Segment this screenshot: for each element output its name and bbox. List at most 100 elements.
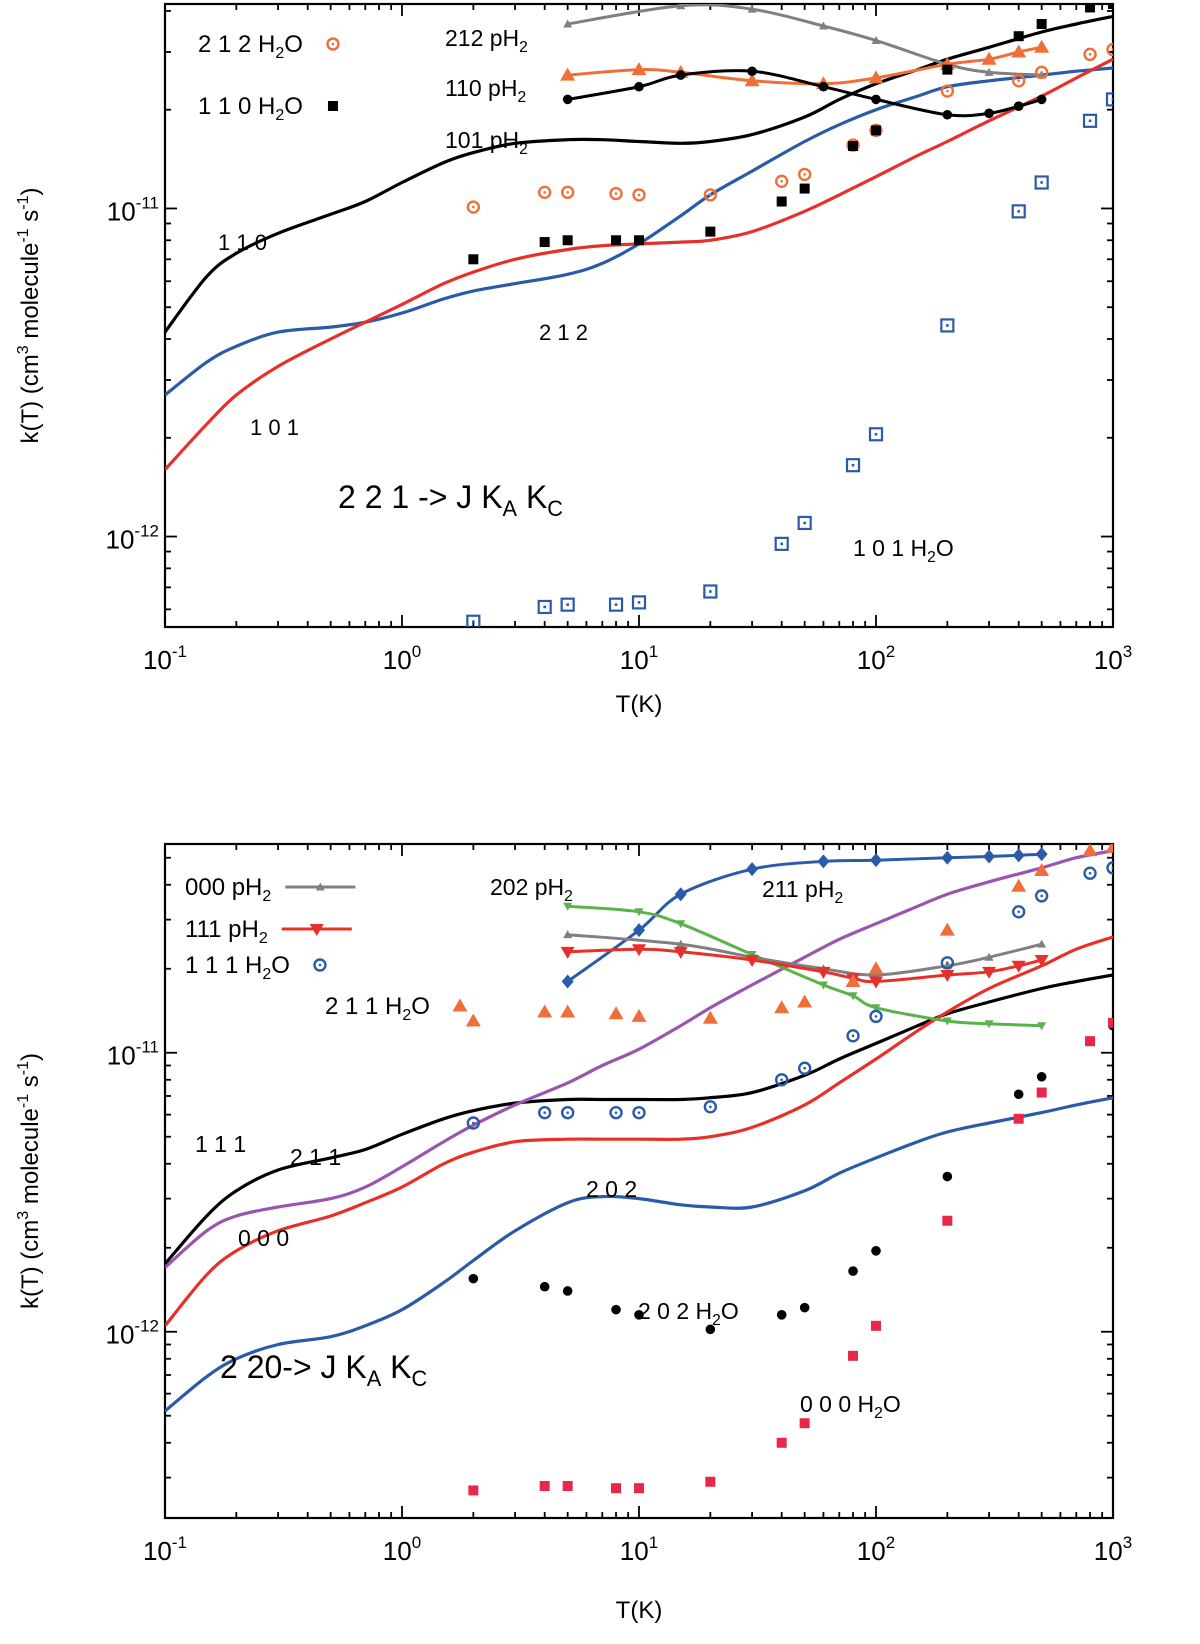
series-111-ph2-point [940, 969, 955, 982]
annotation-1-0-1: 1 0 1 [250, 415, 299, 440]
series-212-ph2-point [676, 4, 686, 10]
series-1-1-0-h2o-point [468, 254, 479, 265]
series-2-1-1-h2o-point [868, 961, 884, 975]
series-1-1-1-h2o-point [846, 1029, 860, 1043]
series-110-ph2-point [981, 51, 997, 65]
series-000-ph2-point [1037, 939, 1047, 948]
series-110-ph2-point [1034, 39, 1050, 53]
series-2-1-1-h2o [465, 844, 1113, 1027]
annotation-202-ph2: 202 pH2 [490, 874, 573, 905]
series-000-ph2 [563, 930, 1047, 979]
y-axis-title: k(T) (cm3 molecule-1 s-1) [15, 1053, 44, 1309]
series-2-1-2-h2o-point [1011, 74, 1026, 88]
annotation-1-1-1: 1 1 1 [195, 1131, 246, 1157]
legend-marker [315, 882, 325, 891]
x-axis-title: T(K) [616, 691, 663, 718]
series-1-1-1-h2o-point [537, 1105, 552, 1120]
series-101-ph2-point [634, 81, 644, 92]
x-tick-label: 102 [857, 1533, 895, 1566]
series-2-1-2-h2o-point [632, 188, 646, 202]
series-101-ph2-point [984, 108, 994, 119]
panel-title: 2 20-> J KA KC [220, 1349, 427, 1391]
series-0-0-0-h2o-point [1013, 1113, 1024, 1124]
series-202-ph2-point [848, 992, 858, 1001]
series-1-1-1-h2o-point [774, 1073, 789, 1087]
series-000-ph2-point [563, 930, 573, 939]
series-2-1-1-h2o-point [1082, 844, 1098, 857]
x-tick-label: 100 [383, 1533, 421, 1566]
series-1-0-1-h2o-point [537, 599, 552, 615]
series-1-1-1-h2o-point [1034, 889, 1049, 903]
series-110-ph2-point [744, 73, 760, 87]
legend-label: 2 1 2 H2O [198, 31, 303, 62]
y-tick-label: 10-11 [107, 1038, 159, 1071]
annotation-1-0-1-h2o: 1 0 1 H2O [853, 535, 954, 566]
series-2-0-2-curve [165, 1096, 1113, 1413]
series-110-ph2-point [631, 62, 647, 76]
series-2-1-2-h2o-point [940, 84, 955, 98]
series-1-1-0-h2o-point [539, 237, 550, 248]
series-0-0-0-h2o-point [705, 1476, 716, 1487]
series-2-1-2 [165, 66, 1113, 397]
series-1-1-1-h2o-point [869, 1009, 883, 1024]
plot-area [165, 4, 1113, 627]
legend-marker [327, 101, 338, 111]
series-101-ph2-point [675, 70, 686, 80]
legend-label: 2 1 1 H2O [325, 993, 430, 1024]
series-2-1-2-h2o-point [797, 167, 812, 182]
y-tick-label: 10-11 [107, 193, 159, 226]
series-2-0-2-h2o-point [611, 1304, 621, 1315]
legend-label: 000 pH2 [185, 874, 271, 905]
series-110-ph2-point [560, 67, 576, 81]
annotation-2-0-2-h2o: 2 0 2 H2O [638, 1298, 739, 1329]
series-101-ph2-point [942, 109, 953, 120]
series-2-0-2 [165, 1096, 1113, 1413]
series-212-ph2-point [818, 21, 828, 30]
series-2-0-2-h2o-point [539, 1281, 550, 1292]
series-2-0-2-h2o [468, 1020, 1113, 1335]
series-2-1-1-h2o-point [1034, 862, 1050, 876]
x-tick-label: 102 [857, 642, 895, 675]
series-2-1-1-h2o-point [797, 994, 813, 1008]
series-1-1-1-h2o-point [1106, 861, 1113, 875]
series-1-0-1-h2o-point [845, 458, 861, 473]
series-1-0-1-h2o-point [940, 318, 955, 333]
series-111-ph2-point [632, 944, 646, 957]
series-211-ph2-point [633, 923, 645, 938]
series-2-0-2-h2o-point [1013, 1089, 1024, 1100]
legend-label: 1 1 0 H2O [198, 93, 303, 124]
series-1-0-1-h2o-point [1082, 113, 1098, 128]
series-0-0-0-h2o-point [562, 1480, 573, 1491]
series-101-ph2-point [871, 94, 881, 105]
series-2-1-2-h2o-point [703, 188, 718, 202]
series-211-ph2-point [746, 862, 759, 877]
x-tick-label: 100 [383, 642, 421, 675]
series-2-0-2-h2o-point [776, 1310, 787, 1320]
annotation-0-0-0: 0 0 0 [238, 1225, 289, 1251]
series-1-1-0-h2o-point [871, 125, 881, 136]
series-2-0-2-h2o-point [634, 1310, 644, 1320]
series-211-ph2-point [870, 853, 882, 868]
x-tick-label: 10-1 [143, 642, 187, 675]
series-2-0-2-h2o-point [942, 1171, 953, 1182]
legend-marker [452, 998, 468, 1012]
legend-marker [309, 924, 324, 936]
series-0-0-0-h2o [468, 1017, 1113, 1496]
x-axis-title: T(K) [616, 1597, 663, 1624]
series-202-ph2-point [871, 1004, 881, 1013]
annotation-2-1-1: 2 1 1 [290, 1144, 341, 1170]
series-111-ph2-point [673, 946, 688, 959]
series-202-ph2-line [567, 904, 1042, 1028]
series-2-1-1-h2o-point [1105, 844, 1113, 853]
series-211-ph2-point [817, 854, 830, 869]
series-0-0-0-h2o-point [539, 1480, 550, 1491]
series-1-0-1-h2o-point [631, 595, 647, 610]
series-2-1-2-h2o-point [1083, 47, 1097, 62]
series-211-ph2-point [674, 887, 687, 902]
annotation-101-ph2: 101 pH2 [445, 127, 528, 158]
annotation-2-0-2: 2 0 2 [586, 1176, 637, 1202]
series-2-1-1-h2o-point [608, 1006, 624, 1020]
series-1-1-1-h2o-point [560, 1105, 575, 1120]
series-1-1-1-h2o-point [703, 1100, 718, 1114]
series-0-0-0-h2o-point [799, 1418, 810, 1429]
